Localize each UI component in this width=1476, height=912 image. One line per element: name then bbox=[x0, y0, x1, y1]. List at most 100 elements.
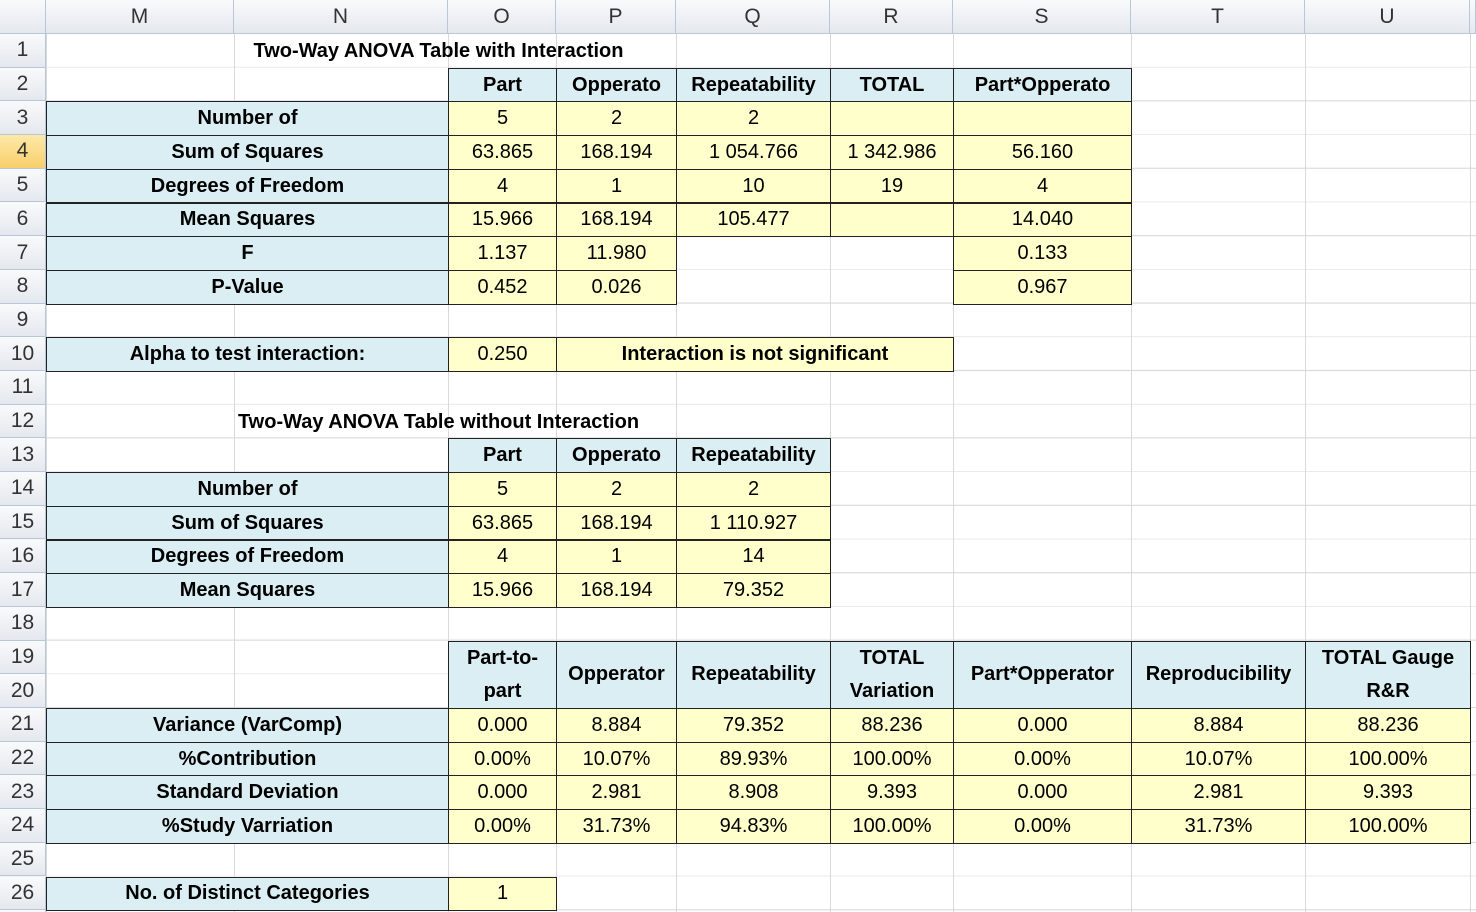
value-cell[interactable]: 0.250 bbox=[448, 337, 557, 372]
row-label[interactable]: Alpha to test interaction: bbox=[46, 337, 449, 372]
value-cell[interactable]: 88.236 bbox=[1305, 708, 1471, 743]
column-header[interactable]: Q bbox=[676, 0, 830, 34]
value-cell[interactable]: 2.981 bbox=[556, 775, 677, 811]
table-title[interactable]: Two-Way ANOVA Table with Interaction bbox=[46, 34, 831, 69]
row-header[interactable]: 9 bbox=[0, 303, 46, 338]
value-cell[interactable]: 100.00% bbox=[1305, 741, 1471, 777]
value-cell[interactable]: 168.194 bbox=[556, 573, 677, 608]
value-cell[interactable]: 4 bbox=[953, 168, 1132, 204]
value-cell[interactable]: 0.00% bbox=[448, 741, 557, 777]
value-cell[interactable]: 11.980 bbox=[556, 236, 677, 271]
value-cell[interactable]: 100.00% bbox=[1305, 809, 1471, 844]
value-cell[interactable]: 5 bbox=[448, 101, 557, 137]
value-cell[interactable] bbox=[953, 101, 1132, 137]
value-cell[interactable]: 1 054.766 bbox=[676, 135, 831, 170]
row-header[interactable]: 23 bbox=[0, 775, 46, 810]
row-label[interactable]: F bbox=[46, 236, 449, 271]
header-cell[interactable]: Part bbox=[448, 438, 557, 474]
value-cell[interactable]: 0.000 bbox=[953, 708, 1132, 743]
value-cell[interactable]: 2 bbox=[556, 101, 677, 137]
row-header[interactable]: 19 bbox=[0, 640, 46, 675]
value-cell[interactable]: 168.194 bbox=[556, 202, 677, 238]
value-cell[interactable]: 4 bbox=[448, 168, 557, 204]
row-header[interactable]: 8 bbox=[0, 269, 46, 304]
value-cell[interactable]: 0.967 bbox=[953, 269, 1132, 305]
value-cell[interactable]: 1 110.927 bbox=[676, 505, 831, 541]
row-header[interactable]: 20 bbox=[0, 674, 46, 708]
header-cell[interactable]: Repeatability bbox=[676, 640, 831, 709]
value-cell[interactable]: 8.908 bbox=[676, 775, 831, 811]
header-cell[interactable]: Part*Opperato bbox=[953, 67, 1132, 103]
row-header[interactable]: 7 bbox=[0, 236, 46, 270]
header-cell[interactable]: Opperator bbox=[556, 640, 677, 709]
row-label[interactable]: Sum of Squares bbox=[46, 135, 449, 170]
value-cell[interactable]: 1 342.986 bbox=[830, 135, 954, 170]
value-cell[interactable]: Interaction is not significant bbox=[556, 337, 954, 372]
row-header[interactable]: 12 bbox=[0, 404, 46, 439]
value-cell[interactable]: 15.966 bbox=[448, 202, 557, 238]
value-cell[interactable]: 0.000 bbox=[448, 775, 557, 811]
value-cell[interactable]: 1 bbox=[556, 539, 677, 575]
column-header[interactable]: O bbox=[448, 0, 556, 34]
value-cell[interactable] bbox=[830, 101, 954, 137]
value-cell[interactable]: 14.040 bbox=[953, 202, 1132, 238]
value-cell[interactable]: 9.393 bbox=[1305, 775, 1471, 811]
column-header[interactable]: M bbox=[46, 0, 234, 34]
row-label[interactable]: P-Value bbox=[46, 269, 449, 305]
header-cell[interactable]: Part-to-part bbox=[448, 640, 557, 709]
value-cell[interactable]: 63.865 bbox=[448, 505, 557, 541]
header-cell[interactable]: TOTAL bbox=[830, 67, 954, 103]
header-cell[interactable]: TOTAL Gauge R&R bbox=[1305, 640, 1471, 709]
row-label[interactable]: Variance (VarComp) bbox=[46, 708, 449, 743]
row-header[interactable]: 17 bbox=[0, 573, 46, 607]
row-header[interactable]: 5 bbox=[0, 168, 46, 203]
value-cell[interactable]: 79.352 bbox=[676, 573, 831, 608]
header-cell[interactable]: Opperato bbox=[556, 67, 677, 103]
value-cell[interactable]: 2.981 bbox=[1131, 775, 1306, 811]
value-cell[interactable]: 31.73% bbox=[556, 809, 677, 844]
value-cell[interactable]: 79.352 bbox=[676, 708, 831, 743]
value-cell[interactable]: 2 bbox=[676, 101, 831, 137]
value-cell[interactable] bbox=[830, 202, 954, 238]
value-cell[interactable]: 105.477 bbox=[676, 202, 831, 238]
row-label[interactable]: Standard Deviation bbox=[46, 775, 449, 811]
column-header[interactable]: P bbox=[556, 0, 676, 34]
value-cell[interactable]: 9.393 bbox=[830, 775, 954, 811]
row-label[interactable]: Number of bbox=[46, 472, 449, 507]
value-cell[interactable]: 14 bbox=[676, 539, 831, 575]
column-header[interactable]: U bbox=[1305, 0, 1470, 34]
header-cell[interactable]: Repeatability bbox=[676, 438, 831, 474]
value-cell[interactable]: 19 bbox=[830, 168, 954, 204]
row-label[interactable]: No. of Distinct Categories bbox=[46, 876, 449, 912]
value-cell[interactable]: 94.83% bbox=[676, 809, 831, 844]
value-cell[interactable]: 4 bbox=[448, 539, 557, 575]
column-header[interactable]: T bbox=[1131, 0, 1305, 34]
value-cell[interactable]: 0.00% bbox=[953, 809, 1132, 844]
value-cell[interactable]: 100.00% bbox=[830, 741, 954, 777]
row-header[interactable]: 10 bbox=[0, 337, 46, 371]
row-label[interactable]: Mean Squares bbox=[46, 202, 449, 238]
row-header[interactable]: 25 bbox=[0, 842, 46, 877]
value-cell[interactable]: 89.93% bbox=[676, 741, 831, 777]
row-label[interactable]: Number of bbox=[46, 101, 449, 137]
value-cell[interactable]: 31.73% bbox=[1131, 809, 1306, 844]
header-cell[interactable]: TOTAL Variation bbox=[830, 640, 954, 709]
header-cell[interactable]: Part bbox=[448, 67, 557, 103]
row-header[interactable]: 24 bbox=[0, 809, 46, 843]
row-header[interactable]: 15 bbox=[0, 505, 46, 540]
row-header[interactable]: 22 bbox=[0, 741, 46, 776]
column-header[interactable]: N bbox=[234, 0, 448, 34]
row-header[interactable]: 13 bbox=[0, 438, 46, 473]
row-header[interactable]: 18 bbox=[0, 606, 46, 641]
row-header[interactable]: 3 bbox=[0, 101, 46, 136]
value-cell[interactable]: 0.452 bbox=[448, 269, 557, 305]
value-cell[interactable]: 0.026 bbox=[556, 269, 677, 305]
header-cell[interactable]: Opperato bbox=[556, 438, 677, 474]
value-cell[interactable]: 88.236 bbox=[830, 708, 954, 743]
value-cell[interactable]: 0.00% bbox=[953, 741, 1132, 777]
header-cell[interactable]: Part*Opperator bbox=[953, 640, 1132, 709]
column-header[interactable]: S bbox=[953, 0, 1131, 34]
value-cell[interactable]: 10.07% bbox=[556, 741, 677, 777]
row-label[interactable]: Degrees of Freedom bbox=[46, 168, 449, 204]
value-cell[interactable]: 63.865 bbox=[448, 135, 557, 170]
